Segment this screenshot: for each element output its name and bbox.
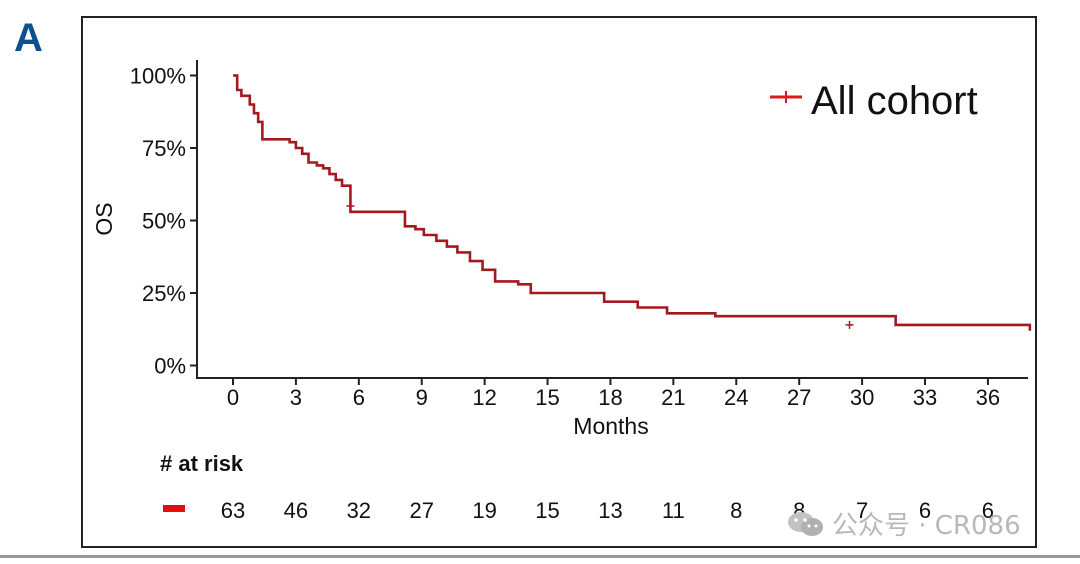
risk-table-title: # at risk <box>160 451 244 476</box>
x-tick-label: 33 <box>913 385 937 410</box>
risk-count: 7 <box>856 498 868 523</box>
risk-count: 27 <box>409 498 433 523</box>
x-tick-label: 3 <box>290 385 302 410</box>
x-ticks: 0 3 6 9 12 15 18 21 24 27 30 33 36 <box>227 378 1000 410</box>
x-tick-label: 12 <box>472 385 496 410</box>
watermark-text: 公众号 · CR086 <box>832 511 1021 541</box>
risk-table-marker <box>163 505 185 512</box>
x-tick-label: 36 <box>976 385 1000 410</box>
risk-count: 11 <box>662 498 685 523</box>
y-axis-title: OS <box>91 202 117 235</box>
bottom-rule <box>0 555 1080 558</box>
panel-label: A <box>14 16 43 60</box>
survival-curve <box>233 74 1032 331</box>
x-tick-label: 30 <box>850 385 874 410</box>
risk-count: 19 <box>472 498 496 523</box>
risk-count: 15 <box>535 498 559 523</box>
x-tick-label: 27 <box>787 385 811 410</box>
y-tick-label: 75% <box>142 136 186 161</box>
wechat-icon <box>788 511 823 536</box>
y-ticks: 0% 25% 50% 75% 100% <box>130 64 197 379</box>
risk-count: 63 <box>221 498 245 523</box>
y-tick-label: 100% <box>130 64 186 89</box>
x-tick-label: 18 <box>598 385 622 410</box>
x-tick-label: 24 <box>724 385 748 410</box>
risk-count: 46 <box>284 498 308 523</box>
legend: All cohort <box>770 79 978 123</box>
x-tick-label: 0 <box>227 385 239 410</box>
risk-count: 6 <box>982 498 994 523</box>
y-tick-label: 50% <box>142 209 186 234</box>
legend-label: All cohort <box>811 79 978 123</box>
y-tick-label: 0% <box>154 354 186 379</box>
x-tick-label: 6 <box>353 385 365 410</box>
risk-counts: 63 46 32 27 19 15 13 11 8 8 7 6 6 <box>221 498 994 523</box>
x-tick-label: 9 <box>416 385 428 410</box>
x-tick-label: 21 <box>661 385 685 410</box>
x-axis-title: Months <box>573 413 648 439</box>
figure-frame <box>81 16 1037 548</box>
y-tick-label: 25% <box>142 281 186 306</box>
risk-count: 32 <box>347 498 371 523</box>
risk-count: 6 <box>919 498 931 523</box>
watermark: 公众号 · CR086 <box>786 505 1021 542</box>
risk-count: 8 <box>730 498 742 523</box>
series-layer <box>233 74 1032 331</box>
x-tick-label: 15 <box>535 385 559 410</box>
risk-count: 13 <box>598 498 622 523</box>
